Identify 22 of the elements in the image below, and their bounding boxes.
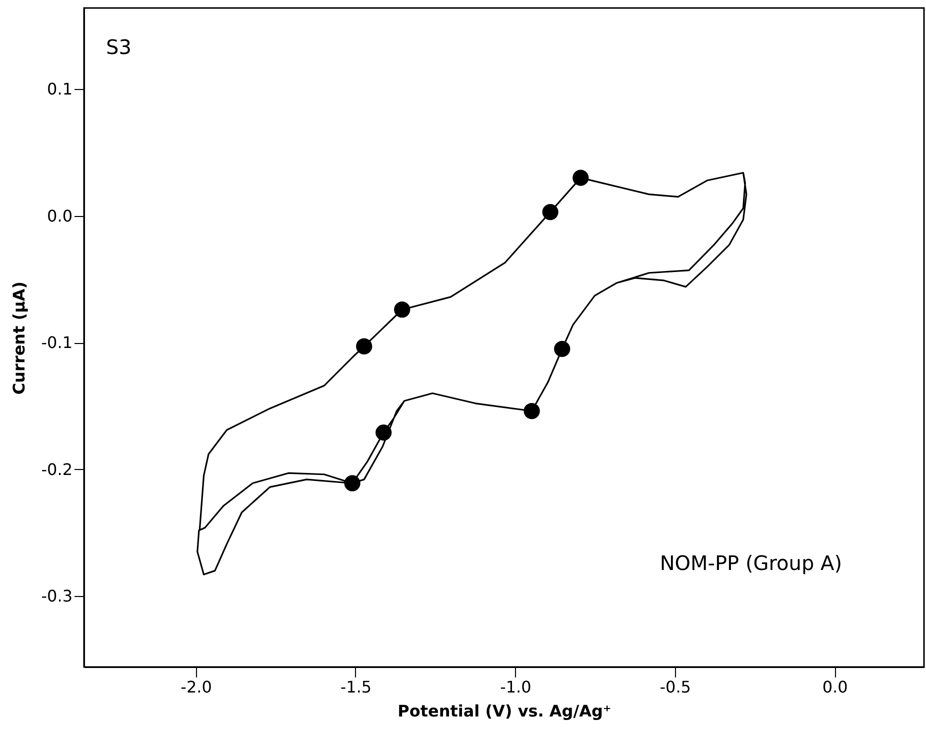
point xyxy=(554,340,570,357)
x-tick-label: -1.5 xyxy=(340,678,372,696)
x-tick-label: -0.5 xyxy=(660,678,691,696)
point xyxy=(376,424,392,441)
point xyxy=(394,302,410,318)
y-axis-title: Current (µA) xyxy=(9,281,28,395)
y-tick-label: -0.2 xyxy=(41,460,72,479)
y-tick-label: -0.3 xyxy=(41,586,72,606)
x-tick-label: 0.0 xyxy=(822,678,848,696)
annotation: S3 xyxy=(106,35,132,59)
point xyxy=(524,402,540,420)
x-tick-label: -2.0 xyxy=(180,678,212,696)
point xyxy=(572,170,589,186)
annotation: NOM-PP (Group A) xyxy=(660,551,842,575)
x-tick-label: -1.0 xyxy=(500,678,532,696)
x-axis-title: Potential (V) vs. Ag/Ag⁺ xyxy=(398,702,612,720)
y-tick-label: 0.1 xyxy=(47,80,72,99)
y-tick-label: -0.1 xyxy=(41,333,72,352)
point xyxy=(356,338,372,354)
point xyxy=(344,475,360,492)
y-tick-label: 0.0 xyxy=(47,206,72,226)
point xyxy=(542,204,558,220)
